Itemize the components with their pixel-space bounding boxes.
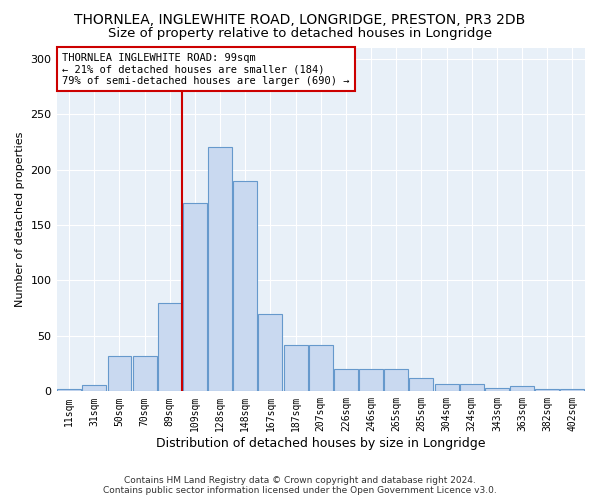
- Text: Contains HM Land Registry data © Crown copyright and database right 2024.
Contai: Contains HM Land Registry data © Crown c…: [103, 476, 497, 495]
- Bar: [535, 389, 559, 392]
- Bar: [233, 180, 257, 392]
- Bar: [434, 384, 458, 392]
- Bar: [284, 344, 308, 392]
- Bar: [334, 369, 358, 392]
- Bar: [485, 388, 509, 392]
- Text: THORNLEA INGLEWHITE ROAD: 99sqm
← 21% of detached houses are smaller (184)
79% o: THORNLEA INGLEWHITE ROAD: 99sqm ← 21% of…: [62, 52, 349, 86]
- Bar: [359, 369, 383, 392]
- Bar: [107, 356, 131, 392]
- Bar: [259, 314, 283, 392]
- Bar: [158, 302, 182, 392]
- X-axis label: Distribution of detached houses by size in Longridge: Distribution of detached houses by size …: [156, 437, 485, 450]
- Bar: [133, 356, 157, 392]
- Bar: [560, 389, 584, 392]
- Bar: [510, 386, 534, 392]
- Text: THORNLEA, INGLEWHITE ROAD, LONGRIDGE, PRESTON, PR3 2DB: THORNLEA, INGLEWHITE ROAD, LONGRIDGE, PR…: [74, 12, 526, 26]
- Bar: [460, 384, 484, 392]
- Bar: [208, 148, 232, 392]
- Text: Size of property relative to detached houses in Longridge: Size of property relative to detached ho…: [108, 28, 492, 40]
- Bar: [409, 378, 433, 392]
- Bar: [82, 384, 106, 392]
- Bar: [183, 203, 207, 392]
- Bar: [309, 344, 333, 392]
- Bar: [57, 389, 81, 392]
- Bar: [385, 369, 408, 392]
- Y-axis label: Number of detached properties: Number of detached properties: [15, 132, 25, 307]
